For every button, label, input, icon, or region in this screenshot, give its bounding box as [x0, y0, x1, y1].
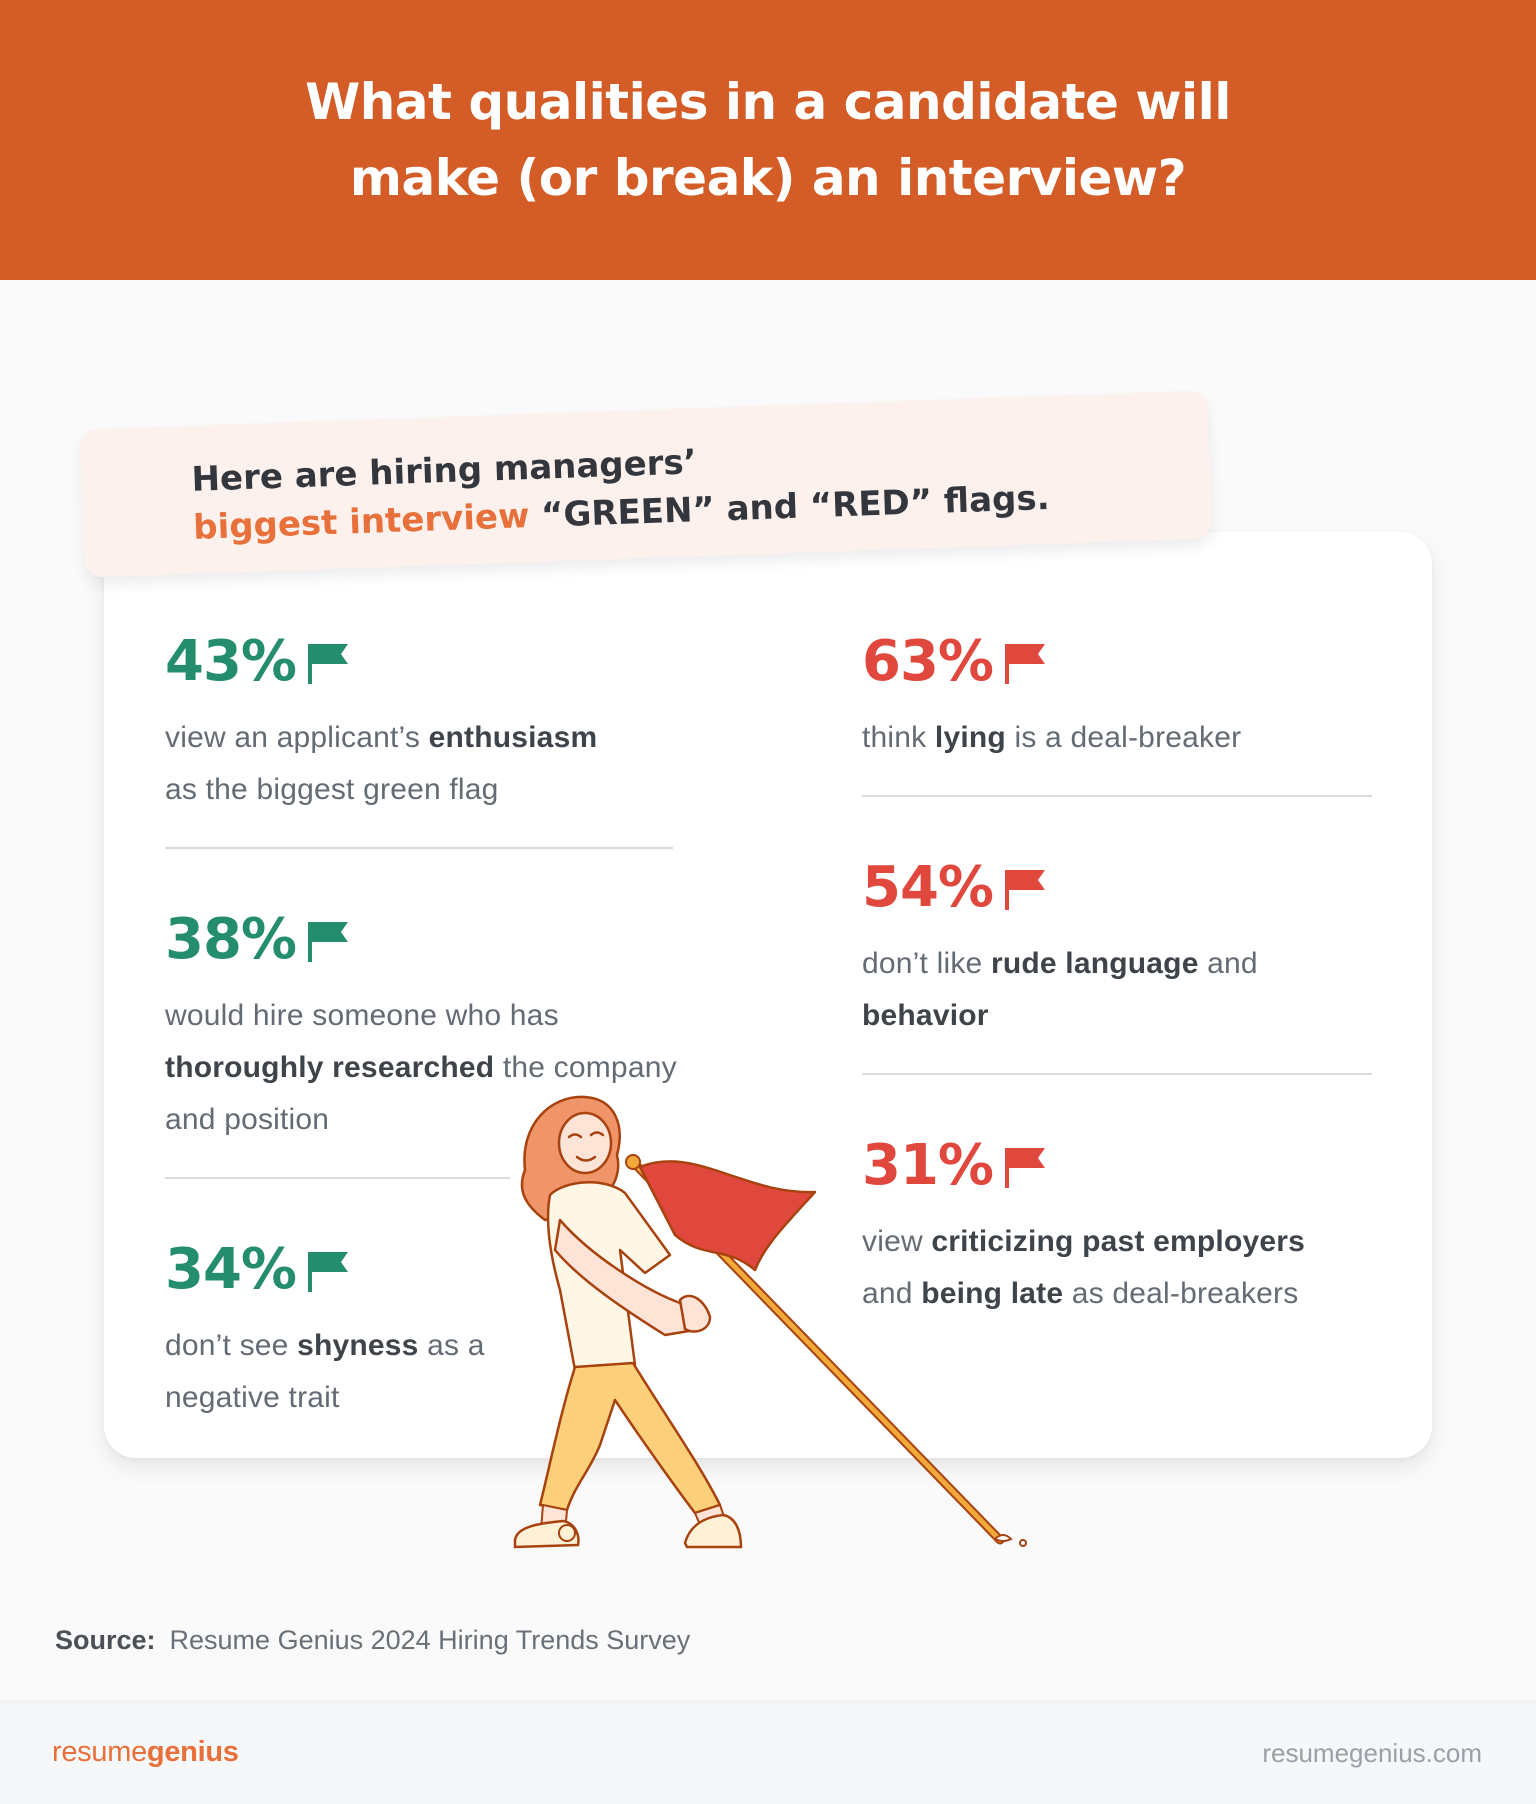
green-flag-icon	[308, 644, 349, 684]
stat-description: don’t see shyness as a negative trait	[165, 1329, 485, 1414]
divider	[165, 847, 673, 849]
stat-description: view criticizing past employers and bein…	[862, 1225, 1306, 1310]
red-flag-stat-2: 54% don’t like rude language and behavio…	[862, 854, 1382, 1042]
callout-accent-text: biggest interview	[192, 496, 531, 548]
stat-description: would hire someone who has thoroughly re…	[165, 999, 677, 1136]
red-flag-icon	[1005, 644, 1046, 684]
source-note: Source: Resume Genius 2024 Hiring Trends …	[55, 1625, 690, 1656]
stat-percent: 43%	[165, 629, 297, 694]
stat-percent: 34%	[165, 1237, 297, 1302]
stat-percent: 31%	[862, 1133, 994, 1198]
green-flag-stat-1: 43% view an applicant’s enthusiasm as th…	[165, 628, 685, 816]
green-flag-stat-2: 38% would hire someone who has thoroughl…	[165, 906, 685, 1146]
source-label: Source:	[55, 1625, 156, 1655]
stat-description: don’t like rude language and behavior	[862, 947, 1258, 1032]
stat-percent: 63%	[862, 629, 994, 694]
resume-genius-logo[interactable]: resumegenius	[52, 1736, 239, 1768]
divider	[862, 795, 1372, 797]
stat-percent: 54%	[862, 855, 994, 920]
stat-percent: 38%	[165, 907, 297, 972]
red-flag-stat-3: 31% view criticizing past employers and …	[862, 1132, 1402, 1320]
website-link[interactable]: resumegenius.com	[1262, 1738, 1482, 1768]
stat-description: think lying is a deal-breaker	[862, 721, 1242, 754]
source-text: Resume Genius 2024 Hiring Trends Survey	[169, 1625, 691, 1655]
green-flag-icon	[308, 922, 349, 962]
green-flag-stat-3: 34% don’t see shyness as a negative trai…	[165, 1236, 565, 1424]
divider	[862, 1073, 1372, 1075]
footer: resumegenius resumegenius.com	[0, 1700, 1536, 1804]
woman-pulling-flag-illustration	[513, 1095, 1027, 1549]
red-flag-stat-1: 63% think lying is a deal-breaker	[862, 628, 1382, 764]
green-flag-icon	[308, 1252, 349, 1292]
stat-description: view an applicant’s enthusiasm as the bi…	[165, 721, 598, 806]
header-banner: What qualities in a candidate will make …	[0, 0, 1536, 280]
page-title: What qualities in a candidate will make …	[305, 73, 1231, 207]
red-flag-icon	[1005, 1148, 1046, 1188]
red-flag-icon	[1005, 870, 1046, 910]
divider	[165, 1177, 510, 1179]
